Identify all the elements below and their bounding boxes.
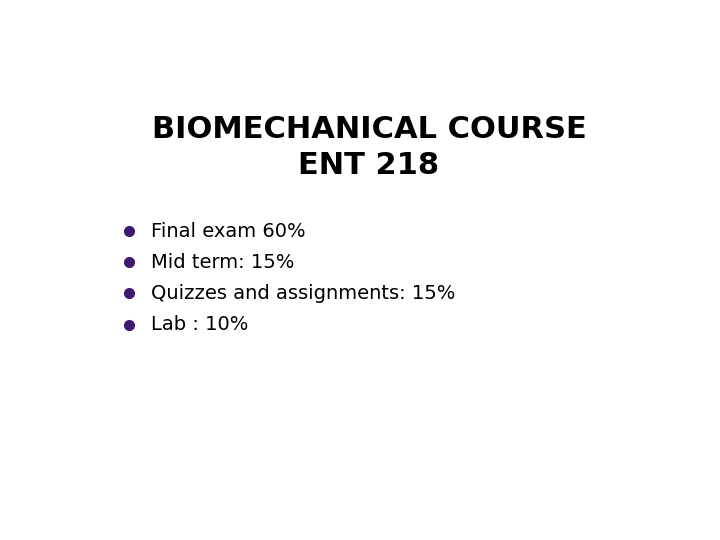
Text: Lab : 10%: Lab : 10% [151, 315, 248, 334]
Text: Quizzes and assignments: 15%: Quizzes and assignments: 15% [151, 284, 456, 303]
Text: Final exam 60%: Final exam 60% [151, 221, 306, 241]
Text: BIOMECHANICAL COURSE
ENT 218: BIOMECHANICAL COURSE ENT 218 [152, 114, 586, 180]
Text: Mid term: 15%: Mid term: 15% [151, 253, 294, 272]
